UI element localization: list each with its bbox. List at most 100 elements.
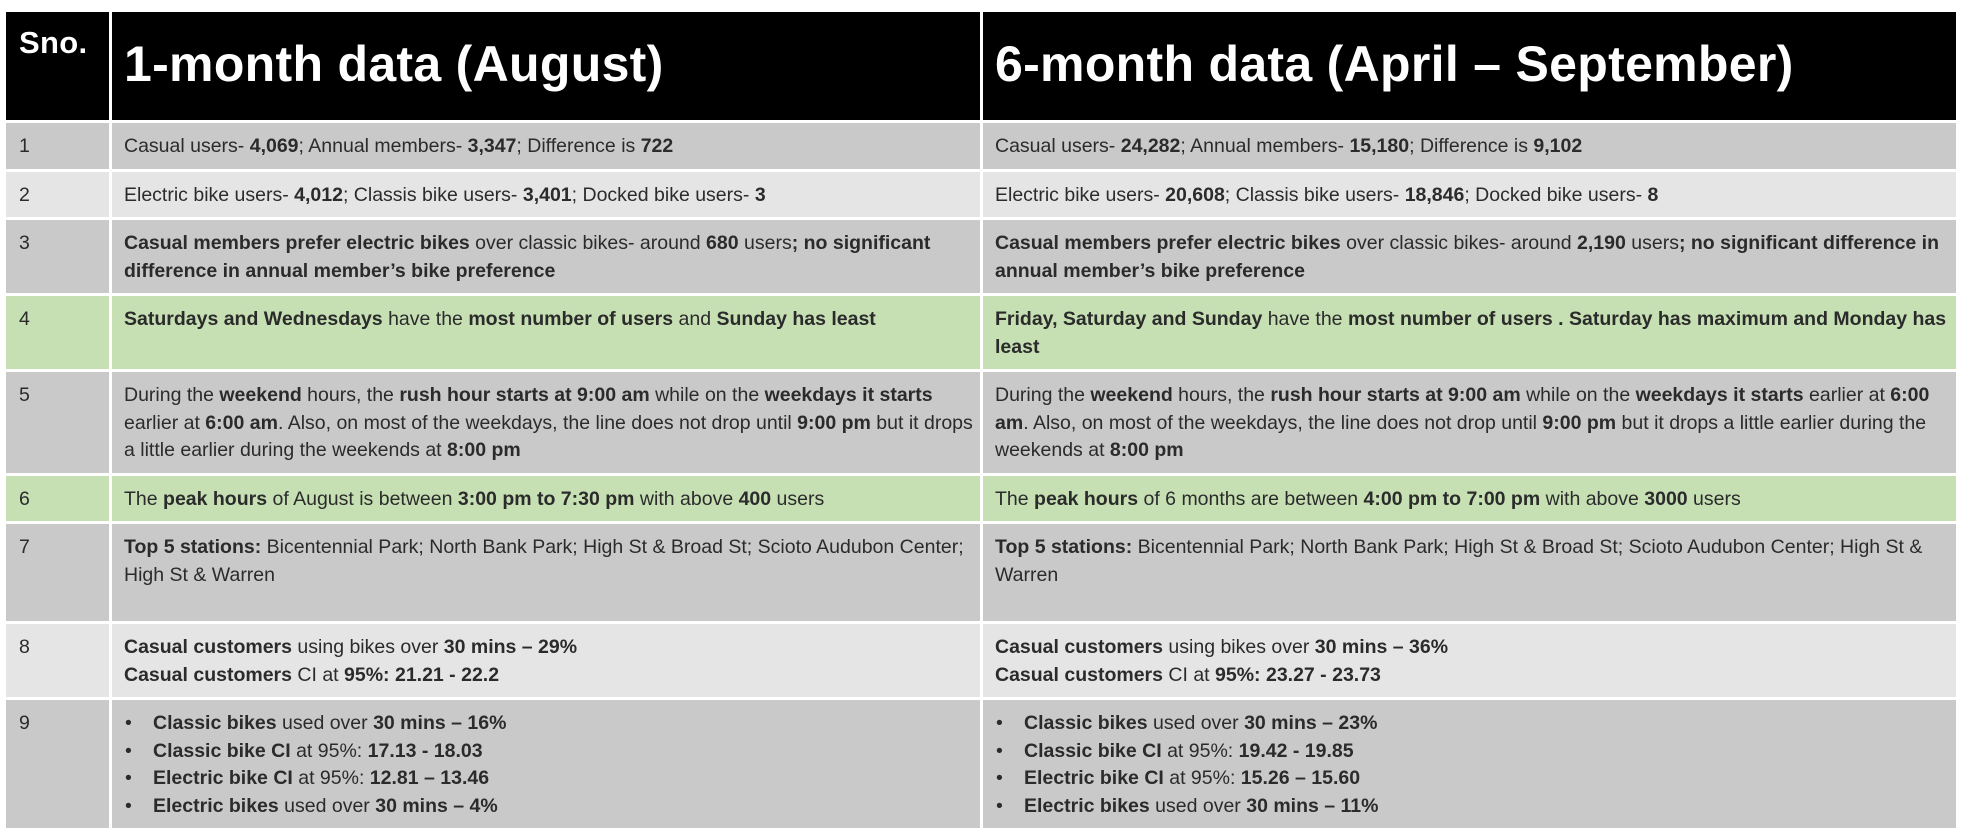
bullet-icon: • (125, 712, 132, 734)
text: Electric bike users- (124, 183, 295, 206)
table-row: 4 Saturdays and Wednesdays have the most… (3, 293, 1959, 372)
bold-text: 30 mins – 29% (443, 636, 578, 658)
text: at 95%: (292, 767, 370, 789)
text: users (1625, 232, 1679, 254)
bold-text: 6:00 am (995, 384, 1930, 434)
one-month-cell: Casual customers using bikes over 30 min… (109, 621, 983, 700)
row-number: 7 (3, 521, 112, 624)
bold-text: Electric bikes (1024, 794, 1150, 817)
text: at 95%: (1163, 767, 1241, 789)
bold-text: Casual customers (995, 636, 1163, 658)
text: while on the (649, 384, 765, 406)
text: CI at (292, 663, 345, 686)
text: of 6 months are between (1138, 487, 1364, 510)
bold-text: Electric bikes (153, 794, 279, 817)
text: . Also, on most of the weekdays, the lin… (277, 411, 798, 434)
comparison-table: Sno. 1-month data (August) 6-month data … (3, 9, 1959, 831)
bold-text: peak hours (1034, 487, 1139, 510)
text: with above (634, 487, 739, 510)
bold-text: 30 mins – 16% (373, 712, 507, 734)
header-six-month: 6-month data (April – September) (980, 9, 1959, 123)
list-item-text: Classic bike CI at 95%: 17.13 - 18.03 (153, 740, 483, 762)
list-item: • Electric bikes used over 30 mins – 4% (124, 793, 974, 821)
bold-text: 8 (1647, 183, 1659, 206)
row-number: 2 (3, 168, 112, 220)
bold-text: weekdays it starts (764, 384, 933, 406)
text: ; Annual members- (298, 135, 468, 157)
six-month-cell: Casual users- 24,282; Annual members- 15… (980, 120, 1959, 172)
table-row: 7 Top 5 stations: Bicentennial Park; Nor… (3, 521, 1959, 624)
bold-text: 15,180 (1349, 135, 1410, 157)
table-row: 1 Casual users- 4,069; Annual members- 3… (3, 120, 1959, 172)
bold-text: 3000 (1644, 487, 1688, 510)
table-row: 6 The peak hours of August is between 3:… (3, 472, 1959, 524)
bold-text: most number of users (468, 308, 674, 330)
bold-text: 30 mins – 4% (375, 794, 498, 817)
bullet-icon: • (125, 767, 132, 789)
text: at 95%: (290, 739, 368, 762)
bold-text: 18,846 (1404, 183, 1465, 206)
six-month-cell: During the weekend hours, the rush hour … (980, 369, 1959, 476)
bold-text: 3 (754, 183, 766, 206)
text: but it drops a little earlier during the… (124, 411, 973, 462)
bold-text: Casual members prefer electric bikes (995, 232, 1341, 254)
bold-text: 9:00 pm (797, 411, 871, 434)
bold-text: 3,347 (467, 135, 517, 157)
text: over classic bikes- around (469, 232, 707, 254)
list-item-text: Classic bikes used over 30 mins – 23% (1024, 712, 1377, 734)
text: Bicentennial Park; North Bank Park; High… (995, 536, 1923, 586)
six-month-cell: • Classic bikes used over 30 mins – 23% •… (980, 697, 1959, 831)
bold-text: Casual customers (124, 663, 292, 686)
list-item: • Electric bike CI at 95%: 12.81 – 13.46 (124, 765, 974, 793)
bold-text: 95%: 23.27 - 23.73 (1215, 663, 1381, 686)
six-month-cell: Casual customers using bikes over 30 min… (980, 621, 1959, 700)
text: used over (278, 794, 376, 817)
one-month-cell: • Classic bikes used over 30 mins – 16% •… (109, 697, 983, 831)
table-header-row: Sno. 1-month data (August) 6-month data … (3, 9, 1959, 123)
text: earlier at (124, 411, 206, 434)
six-month-cell: Casual members prefer electric bikes ove… (980, 217, 1959, 296)
row-number: 3 (3, 217, 112, 296)
text: During the (124, 384, 220, 406)
bold-text: 722 (640, 135, 674, 157)
table-row: 5 During the weekend hours, the rush hou… (3, 369, 1959, 476)
bold-text: weekdays it starts (1635, 384, 1804, 406)
text: users (771, 487, 825, 510)
table-row: 2 Electric bike users- 4,012; Classis bi… (3, 168, 1959, 220)
bold-text: rush hour starts at 9:00 am (1270, 384, 1521, 406)
bold-text: 24,282 (1120, 135, 1181, 157)
text: ; Annual members- (1180, 135, 1350, 157)
bold-text: most number of users . Saturday has maxi… (995, 308, 1947, 358)
bullet-icon: • (125, 794, 132, 817)
text: at 95%: (1161, 739, 1239, 762)
text: users (738, 232, 792, 254)
text: have the (1262, 308, 1348, 330)
bold-text: 95%: 21.21 - 22.2 (344, 663, 500, 686)
one-month-cell: Casual members prefer electric bikes ove… (109, 217, 983, 296)
bold-text: 3:00 pm to 7:30 pm (457, 487, 635, 510)
text: ; Docked bike users- (571, 183, 755, 206)
six-month-cell: Friday, Saturday and Sunday have the mos… (980, 293, 1959, 372)
row-number: 9 (3, 697, 112, 831)
bold-text: Top 5 stations: (124, 536, 262, 558)
text: ; Classis bike users- (342, 183, 523, 206)
text: ; Difference is (1409, 135, 1534, 157)
six-month-cell: The peak hours of 6 months are between 4… (980, 472, 1959, 524)
list-item-text: Electric bike CI at 95%: 12.81 – 13.46 (153, 767, 489, 789)
text: used over (276, 712, 374, 734)
list-item: • Electric bikes used over 30 mins – 11% (995, 793, 1950, 821)
text: and (673, 308, 717, 330)
text: ; Classis bike users- (1224, 183, 1405, 206)
bold-text: Sunday has least (716, 308, 876, 330)
text: hours, the (1172, 384, 1271, 406)
bold-text: Casual members prefer electric bikes (124, 232, 470, 254)
bullet-list: • Classic bikes used over 30 mins – 16% •… (124, 710, 974, 820)
six-month-cell: Electric bike users- 20,608; Classis bik… (980, 168, 1959, 220)
row-number: 1 (3, 120, 112, 172)
bold-text: 30 mins – 36% (1314, 636, 1449, 658)
bullet-icon: • (125, 739, 132, 762)
bold-text: 4:00 pm to 7:00 pm (1363, 487, 1541, 510)
text: hours, the (301, 384, 400, 406)
bold-text: Casual customers (995, 663, 1163, 686)
list-item-text: Electric bikes used over 30 mins – 11% (1024, 795, 1379, 817)
